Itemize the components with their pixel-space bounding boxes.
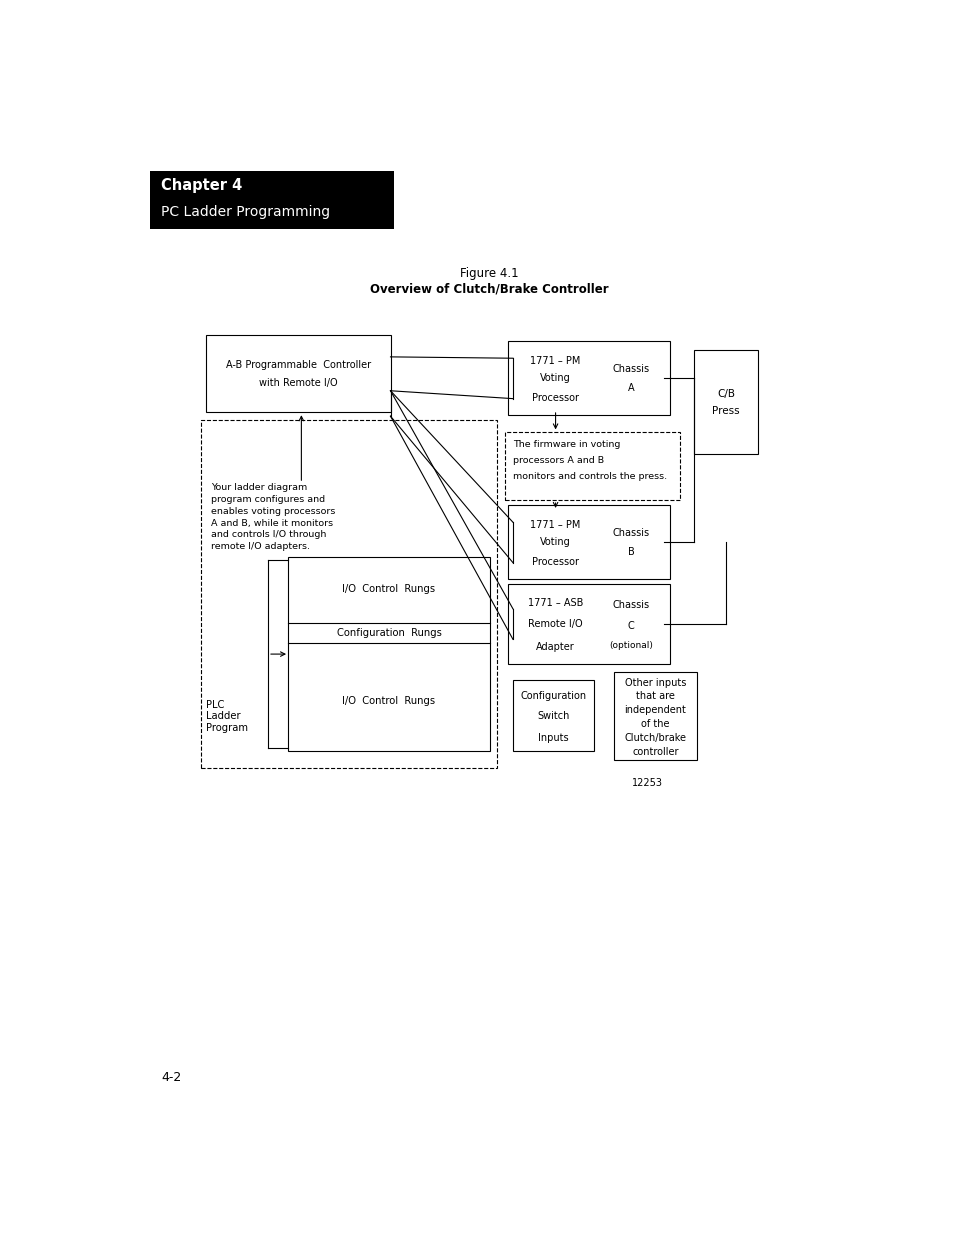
Text: 1771 – PM: 1771 – PM xyxy=(530,356,580,366)
Text: of the: of the xyxy=(640,719,669,729)
Text: with Remote I/O: with Remote I/O xyxy=(258,378,337,388)
Text: processors A and B: processors A and B xyxy=(513,456,603,464)
Text: 12253: 12253 xyxy=(632,778,662,788)
Text: Remote I/O: Remote I/O xyxy=(528,619,582,629)
Text: C/B: C/B xyxy=(717,389,735,399)
Text: 1771 – PM: 1771 – PM xyxy=(530,520,580,530)
Text: 1771 – ASB: 1771 – ASB xyxy=(527,598,582,609)
Text: Chassis: Chassis xyxy=(612,364,649,374)
Text: Chassis: Chassis xyxy=(612,600,649,610)
Bar xyxy=(694,350,757,454)
Text: Configuration  Rungs: Configuration Rungs xyxy=(336,627,441,638)
Text: independent: independent xyxy=(624,705,686,715)
Bar xyxy=(508,505,669,579)
Text: A-B Programmable  Controller: A-B Programmable Controller xyxy=(226,359,371,369)
Text: Processor: Processor xyxy=(532,394,578,404)
Bar xyxy=(150,172,394,228)
Bar xyxy=(288,557,489,751)
Bar xyxy=(508,341,669,415)
Text: (optional): (optional) xyxy=(609,641,653,650)
Text: Adapter: Adapter xyxy=(536,642,575,652)
Bar xyxy=(598,347,663,410)
Text: Chassis: Chassis xyxy=(612,529,649,538)
Text: Chapter 4: Chapter 4 xyxy=(161,178,242,193)
Text: PC Ladder Programming: PC Ladder Programming xyxy=(161,205,330,219)
Text: Figure 4.1: Figure 4.1 xyxy=(459,267,517,280)
Bar xyxy=(505,432,679,500)
Text: Processor: Processor xyxy=(532,557,578,567)
Text: I/O  Control  Rungs: I/O Control Rungs xyxy=(342,697,436,706)
Bar xyxy=(513,511,598,574)
Text: PLC
Ladder
Program: PLC Ladder Program xyxy=(206,700,248,734)
Text: Switch: Switch xyxy=(537,710,569,721)
Bar xyxy=(513,680,594,751)
Text: Overview of Clutch/Brake Controller: Overview of Clutch/Brake Controller xyxy=(369,283,608,295)
Text: Other inputs: Other inputs xyxy=(624,678,685,688)
Bar xyxy=(513,589,598,658)
Text: A: A xyxy=(627,383,634,393)
Text: Inputs: Inputs xyxy=(537,734,568,743)
Text: I/O  Control  Rungs: I/O Control Rungs xyxy=(342,584,436,594)
Bar xyxy=(598,589,663,658)
Bar xyxy=(206,336,390,412)
Text: C: C xyxy=(627,621,634,631)
Text: Your ladder diagram
program configures and
enables voting processors
A and B, wh: Your ladder diagram program configures a… xyxy=(211,483,335,551)
Bar xyxy=(613,672,697,761)
Text: that are: that are xyxy=(636,692,675,701)
Text: Voting: Voting xyxy=(539,537,570,547)
Text: 4-2: 4-2 xyxy=(162,1071,182,1084)
Text: Voting: Voting xyxy=(539,373,570,383)
Text: controller: controller xyxy=(632,747,679,757)
Text: Clutch/brake: Clutch/brake xyxy=(624,734,686,743)
Text: monitors and controls the press.: monitors and controls the press. xyxy=(513,473,666,482)
Text: Configuration: Configuration xyxy=(520,690,586,700)
Bar xyxy=(598,511,663,574)
Bar xyxy=(513,347,598,410)
Text: Press: Press xyxy=(712,406,740,416)
Bar xyxy=(200,420,497,768)
Text: The firmware in voting: The firmware in voting xyxy=(513,440,619,450)
Text: B: B xyxy=(627,547,634,557)
Bar xyxy=(508,584,669,664)
